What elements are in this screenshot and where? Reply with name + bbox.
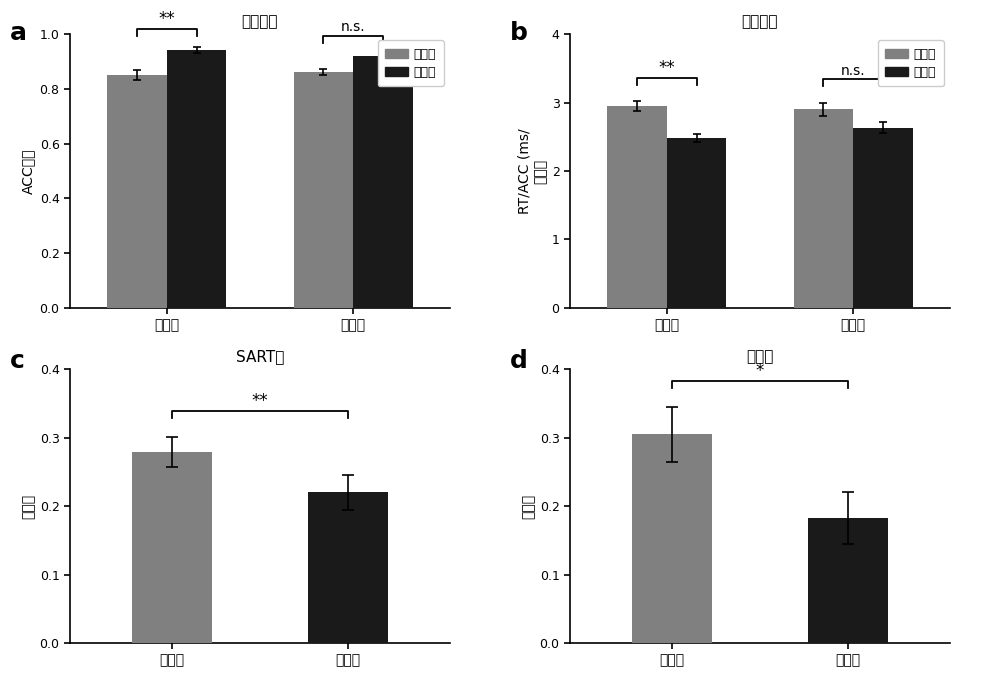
Text: **: **: [158, 10, 175, 28]
Legend: 训练前, 训练后: 训练前, 训练后: [878, 40, 944, 86]
Title: 运算任务: 运算任务: [242, 14, 278, 29]
Bar: [853, 128, 913, 308]
Text: **: **: [252, 392, 268, 410]
Text: **: **: [658, 59, 675, 77]
Bar: [808, 518, 888, 643]
Bar: [132, 452, 212, 643]
Text: *: *: [756, 362, 764, 380]
Bar: [294, 72, 353, 308]
Title: 控制块: 控制块: [746, 349, 774, 364]
Legend: 训练前, 训练后: 训练前, 训练后: [378, 40, 444, 86]
Text: b: b: [510, 21, 528, 44]
Bar: [667, 138, 726, 308]
Text: a: a: [10, 21, 27, 44]
Bar: [353, 56, 413, 308]
Bar: [167, 50, 226, 308]
Text: c: c: [10, 349, 25, 373]
Y-axis label: RT/ACC (ms/
次数）: RT/ACC (ms/ 次数）: [517, 128, 547, 214]
Title: 运算任务: 运算任务: [742, 14, 778, 29]
Bar: [794, 109, 853, 308]
Y-axis label: 错误率: 错误率: [521, 494, 535, 518]
Text: n.s.: n.s.: [341, 21, 365, 34]
Title: SART块: SART块: [236, 349, 284, 364]
Bar: [107, 75, 167, 308]
Bar: [607, 106, 667, 308]
Bar: [308, 492, 388, 643]
Y-axis label: 错误率: 错误率: [21, 494, 35, 518]
Text: n.s.: n.s.: [841, 64, 865, 78]
Y-axis label: ACC比率: ACC比率: [21, 148, 35, 194]
Text: d: d: [510, 349, 528, 373]
Bar: [632, 434, 712, 643]
